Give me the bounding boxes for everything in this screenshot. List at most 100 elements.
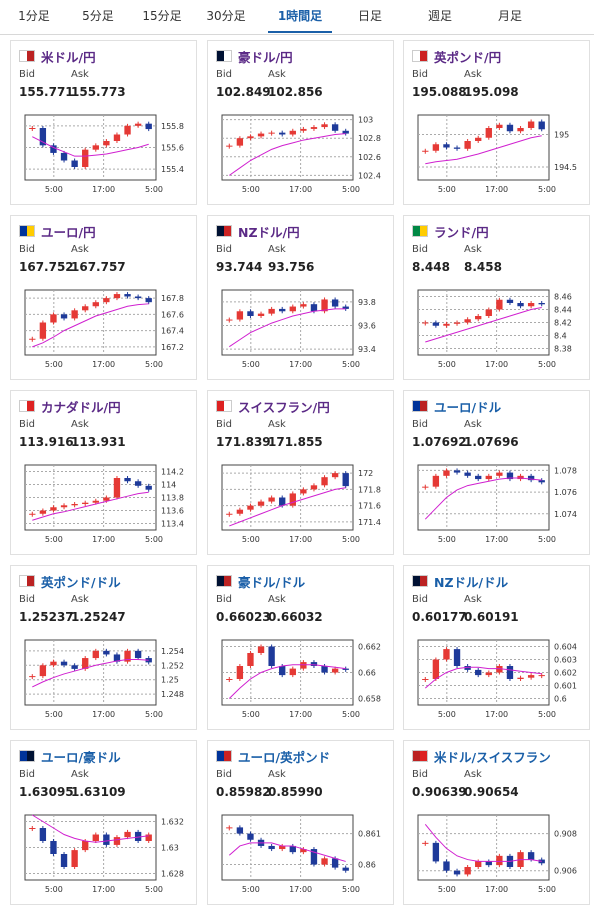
candle [464,666,471,670]
candle [257,501,265,506]
y-tick-label: 93.4 [358,345,376,354]
ask-label: Ask [268,769,286,780]
y-tick-label: 0.604 [554,643,577,652]
quote-card[interactable]: NZドル/ドル Bid Ask 0.60177 0.60191 0.6 0.601 0.602… [403,565,590,730]
candle [257,133,265,137]
pair-title[interactable]: ユーロ/英ポンド [238,750,331,765]
quote-card[interactable]: ユーロ/円 Bid Ask 167.752 167.757 167.2 167.4 167.6… [10,215,197,380]
candle [310,849,318,865]
bid-value: 0.66023 [216,610,271,624]
pair-title[interactable]: 豪ドル/円 [238,50,293,65]
pair-title[interactable]: 米ドル/円 [41,50,96,65]
pair-title[interactable]: NZドル/円 [238,225,300,240]
pair-title[interactable]: ランド/円 [434,225,489,240]
pair-title[interactable]: 豪ドル/ドル [238,575,306,590]
pair-title[interactable]: ユーロ/ドル [434,400,502,415]
pair-title[interactable]: 英ポンド/ドル [41,575,121,590]
tab[interactable]: 1時間足 [268,0,332,33]
pair-title[interactable]: NZドル/ドル [434,575,509,590]
y-tick-label: 0.658 [358,695,381,704]
quote-card[interactable]: 豪ドル/円 Bid Ask 102.849 102.856 102.4 102.6 102.8… [207,40,394,205]
pair-title[interactable]: 英ポンド/円 [434,50,502,65]
candle [247,136,254,139]
candle [92,500,99,503]
candle [247,311,254,316]
y-tick-label: 155.8 [161,122,184,131]
candle [496,124,503,128]
y-tick-label: 93.8 [358,298,376,307]
candle [92,834,99,841]
candle [300,489,307,494]
tab[interactable]: 1分足 [18,9,50,23]
flag-icon [19,400,35,412]
quote-card[interactable]: 英ポンド/円 Bid Ask 195.088 195.098 194.5 195 5:00 17… [403,40,590,205]
tab[interactable]: 週足 [427,9,452,23]
quote-card[interactable]: 米ドル/円 Bid Ask 155.771 155.773 155.4 155.6 155.8… [10,40,197,205]
candle [496,666,503,673]
pair-title[interactable]: ユーロ/豪ドル [41,750,121,765]
plot-frame [24,289,157,356]
candle [124,831,131,838]
candle [443,144,450,148]
mini-chart: 93.4 93.6 93.8 5:00 17:00 5:00 [221,289,376,369]
tab[interactable]: 日足 [357,9,382,23]
candle [103,141,110,146]
quote-card[interactable]: 英ポンド/ドル Bid Ask 1.25237 1.25247 1.248 1.25 1.25… [10,565,197,730]
mini-chart: 167.2 167.4 167.6 167.8 5:00 17:00 5:00 [24,289,184,369]
tab[interactable]: 月足 [497,9,522,23]
plot-frame [417,814,550,881]
pair-title[interactable]: スイスフラン/円 [238,400,330,415]
pair-title[interactable]: ユーロ/円 [41,225,96,240]
candle [310,662,318,666]
candle [517,475,524,480]
candle [321,858,328,865]
y-tick-label: 8.4 [554,332,567,341]
tab[interactable]: 5分足 [82,9,114,23]
x-tick-label: 5:00 [145,185,163,194]
ask-label: Ask [268,244,286,255]
candle [103,497,110,501]
tab[interactable]: 15分足 [142,9,182,23]
pair-title[interactable]: カナダドル/円 [41,400,121,415]
moving-average [424,823,542,862]
quote-card[interactable]: ユーロ/ドル Bid Ask 1.07692 1.07696 1.074 1.076 1.07… [403,390,590,555]
candle [538,859,545,864]
y-tick-label: 0.906 [554,867,577,876]
candle [475,475,482,480]
plot-frame [221,814,354,881]
pair-title[interactable]: 米ドル/スイスフラン [434,750,551,765]
candle [268,132,275,134]
quote-card[interactable]: カナダドル/円 Bid Ask 113.916 113.931 113.4 113.6 113… [10,390,197,555]
candle [443,649,450,660]
candle [236,311,244,320]
candle [496,472,503,476]
candle [124,125,131,135]
ask-label: Ask [268,419,286,430]
mini-chart: 1.628 1.63 1.632 5:00 17:00 5:00 [24,814,184,894]
candle [475,316,482,320]
quote-card[interactable]: NZドル/円 Bid Ask 93.744 93.756 93.4 93.6 93.8 5:00… [207,215,394,380]
candle [50,661,57,666]
ask-value: 155.773 [71,85,126,99]
tab[interactable]: 30分足 [206,9,246,23]
bid-value: 0.85982 [216,785,271,799]
quote-card[interactable]: 豪ドル/ドル Bid Ask 0.66023 0.66032 0.658 0.66 0.662… [207,565,394,730]
candle [39,322,47,339]
mini-chart: 155.4 155.6 155.8 5:00 17:00 5:00 [24,114,184,194]
quote-card[interactable]: 米ドル/スイスフラン Bid Ask 0.90639 0.90654 0.906 0.908… [403,740,590,905]
candle [432,144,440,151]
bid-value: 195.088 [412,85,467,99]
bid-value: 171.839 [216,435,271,449]
x-tick-label: 17:00 [289,885,312,894]
ask-value: 0.90654 [464,785,519,799]
candle [453,470,461,473]
y-tick-label: 0.861 [358,830,381,839]
quote-card[interactable]: ユーロ/英ポンド Bid Ask 0.85982 0.85990 0.86 0.861 5:0… [207,740,394,905]
quote-card[interactable]: スイスフラン/円 Bid Ask 171.839 171.855 171.4 171.6 17… [207,390,394,555]
candle [134,650,142,659]
candle [279,308,286,312]
ask-value: 113.931 [71,435,126,449]
quote-card[interactable]: ランド/円 Bid Ask 8.448 8.458 8.38 8.4 8.42 8.44 8.46… [403,215,590,380]
candle [279,497,286,506]
quote-card[interactable]: ユーロ/豪ドル Bid Ask 1.63095 1.63109 1.628 1.63 1.63… [10,740,197,905]
